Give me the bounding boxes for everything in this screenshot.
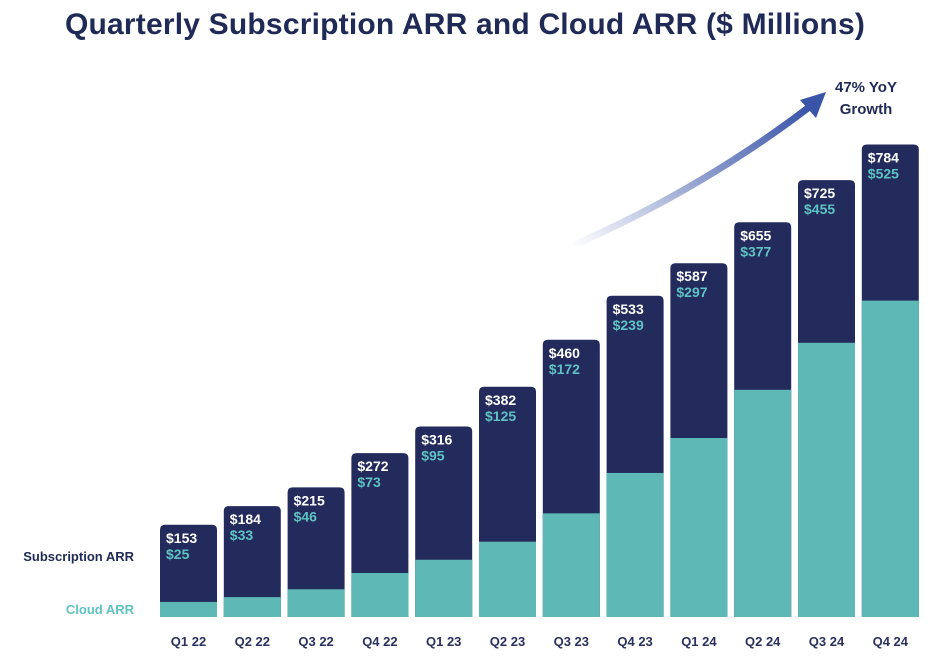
label-total-q3-23: $460 (549, 345, 580, 361)
bar-cloud-q3-24 (798, 342, 855, 617)
annotation-line1: 47% YoY (835, 79, 897, 96)
annotation-line2: Growth (840, 101, 893, 118)
x-tick-q2-22: Q2 22 (235, 634, 270, 649)
bar-cloud-q1-22 (160, 601, 217, 617)
bar-cloud-q1-24 (670, 438, 728, 617)
bar-cloud-q4-23 (606, 472, 664, 617)
label-cloud-q3-24: $455 (804, 201, 835, 217)
label-total-q2-23: $382 (485, 392, 516, 408)
x-tick-q3-23: Q3 23 (554, 634, 589, 649)
bar-cloud-q2-24 (734, 389, 792, 617)
label-total-q4-23: $533 (613, 301, 644, 317)
label-total-q1-24: $587 (676, 268, 707, 284)
label-cloud-q3-22: $46 (294, 508, 318, 524)
x-tick-q4-22: Q4 22 (362, 634, 397, 649)
x-tick-q3-24: Q3 24 (809, 634, 845, 649)
x-tick-q1-24: Q1 24 (681, 634, 717, 649)
bars-group: $153$25 Q1 22 $184$33 Q2 22 $215$46 Q3 22 $272… (160, 144, 919, 649)
x-tick-q1-22: Q1 22 (171, 634, 206, 649)
growth-arrow (568, 104, 812, 250)
label-cloud-q1-23: $95 (421, 448, 445, 464)
label-total-q4-22: $272 (357, 458, 388, 474)
x-tick-q3-22: Q3 22 (298, 634, 333, 649)
label-cloud-q1-24: $297 (676, 284, 707, 300)
label-cloud-q2-22: $33 (230, 527, 254, 543)
legend-subscription: Subscription ARR (23, 549, 134, 564)
label-total-q4-24: $784 (868, 150, 899, 166)
x-tick-q2-24: Q2 24 (745, 634, 781, 649)
bar-cloud-q4-22 (351, 573, 409, 617)
growth-arrow-head (800, 92, 826, 118)
bar-cloud-q3-22 (287, 589, 345, 617)
bar-subscription-q1-22 (160, 524, 217, 617)
chart-title: Quarterly Subscription ARR and Cloud ARR… (64, 8, 866, 41)
label-total-q3-24: $725 (804, 185, 835, 201)
label-cloud-q4-22: $73 (357, 474, 381, 490)
x-tick-q4-24: Q4 24 (873, 634, 909, 649)
bar-cloud-q3-23 (542, 513, 600, 617)
label-cloud-q2-23: $125 (485, 408, 516, 424)
bar-subscription-q3-22 (287, 487, 345, 617)
label-total-q1-22: $153 (166, 530, 197, 546)
label-total-q2-22: $184 (230, 511, 261, 527)
bar-cloud-q4-24 (861, 300, 919, 617)
label-total-q1-23: $316 (421, 432, 452, 448)
bar-subscription-q2-22 (223, 506, 281, 617)
bar-cloud-q1-23 (415, 559, 473, 617)
label-cloud-q1-22: $25 (166, 546, 190, 562)
legend-cloud: Cloud ARR (66, 602, 135, 617)
x-tick-q4-23: Q4 23 (617, 634, 652, 649)
label-cloud-q3-23: $172 (549, 361, 580, 377)
label-cloud-q4-24: $525 (868, 166, 899, 182)
bar-cloud-q2-23 (479, 541, 536, 617)
x-tick-q2-23: Q2 23 (490, 634, 525, 649)
x-tick-q1-23: Q1 23 (426, 634, 461, 649)
label-cloud-q2-24: $377 (740, 243, 771, 259)
label-cloud-q4-23: $239 (613, 317, 644, 333)
bar-cloud-q2-22 (223, 597, 281, 617)
label-total-q3-22: $215 (294, 492, 325, 508)
label-total-q2-24: $655 (740, 227, 771, 243)
